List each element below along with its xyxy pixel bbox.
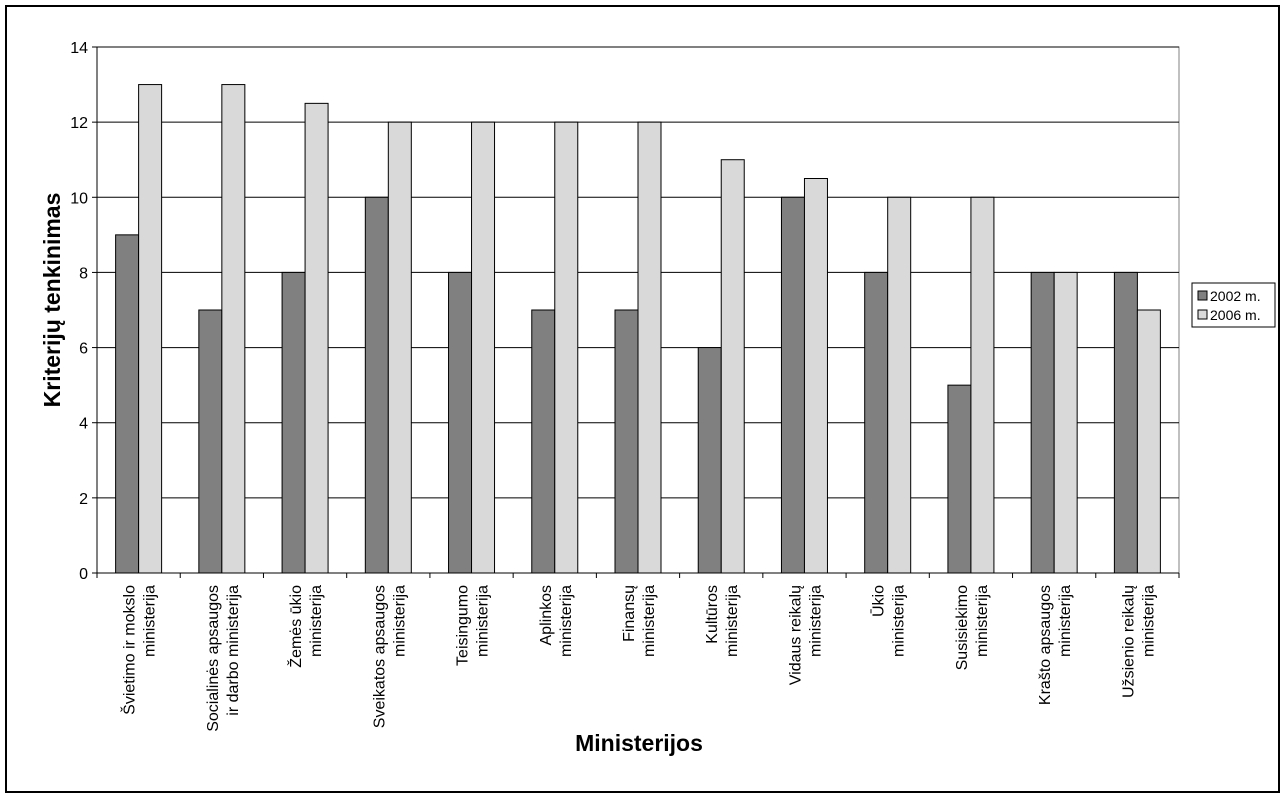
y-tick-label: 8 bbox=[79, 265, 88, 282]
bar-series1 bbox=[198, 309, 223, 574]
bar-series1 bbox=[1113, 271, 1138, 574]
x-category-label: ministerija bbox=[475, 585, 492, 657]
bar-series2 bbox=[387, 121, 412, 574]
x-category-label: ir darbo ministerija bbox=[225, 585, 242, 716]
bar-series2 bbox=[1136, 309, 1161, 574]
legend-box bbox=[1191, 282, 1276, 328]
x-category-label: ministerija bbox=[308, 585, 325, 657]
y-tick-labels: 0 2 4 6 8 10 12 14 bbox=[70, 40, 88, 583]
x-category-label: Susisiekimo bbox=[954, 585, 971, 670]
x-category-label: Finansų bbox=[621, 585, 638, 642]
x-category-label: ministerija bbox=[974, 585, 991, 657]
y-tick-label: 6 bbox=[79, 341, 88, 358]
x-category-label: ministerija bbox=[641, 585, 658, 657]
bar-series2 bbox=[304, 102, 329, 574]
y-tick-label: 2 bbox=[79, 491, 88, 508]
y-axis-title: Kriterijų tenkinimas bbox=[39, 193, 65, 408]
x-axis-title: Ministerijos bbox=[575, 730, 703, 756]
bar-series2 bbox=[221, 84, 246, 574]
x-category-label: Aplinkos bbox=[538, 585, 555, 645]
bar-series2 bbox=[970, 196, 995, 574]
y-tick-label: 4 bbox=[79, 416, 88, 433]
x-category-label: Ūkio bbox=[870, 585, 888, 617]
x-category-label: ministerija bbox=[1057, 585, 1074, 657]
legend-label: 2002 m. bbox=[1210, 288, 1261, 304]
y-tick-label: 0 bbox=[79, 566, 88, 583]
x-category-label: Teisingumo bbox=[455, 585, 472, 666]
bar-series1 bbox=[531, 309, 556, 574]
bar-series2 bbox=[471, 121, 496, 574]
axes bbox=[92, 46, 1180, 578]
bar-series1 bbox=[281, 271, 306, 574]
x-category-label: ministerija bbox=[724, 585, 741, 657]
x-category-label: ministerija bbox=[807, 585, 824, 657]
bar-series2 bbox=[803, 178, 828, 574]
bar-series1 bbox=[1030, 271, 1055, 574]
x-category-label: Švietimo ir mokslo bbox=[120, 585, 139, 715]
x-category-label: Žemės ūkio bbox=[286, 585, 305, 668]
bar-series2 bbox=[138, 84, 163, 574]
x-category-label: Socialinės apsaugos bbox=[205, 585, 222, 732]
bar-series1 bbox=[448, 271, 473, 574]
legend: 2002 m. 2006 m. bbox=[1191, 282, 1276, 328]
bar-series1 bbox=[115, 234, 140, 574]
bar-series2 bbox=[1053, 271, 1078, 574]
x-category-label: ministerija bbox=[891, 585, 908, 657]
bar-series1 bbox=[947, 384, 972, 574]
bar-series2 bbox=[887, 196, 912, 574]
legend-label: 2006 m. bbox=[1210, 307, 1261, 323]
bar-series1 bbox=[364, 196, 389, 574]
legend-swatch bbox=[1197, 290, 1208, 301]
x-category-labels: Švietimo ir mokslo ministerija Socialinės … bbox=[120, 585, 1158, 732]
x-category-label: Užsienio reikalų bbox=[1120, 585, 1137, 698]
x-category-label: ministerija bbox=[142, 585, 159, 657]
y-tick-label: 12 bbox=[70, 115, 88, 132]
y-tick-label: 10 bbox=[70, 190, 88, 207]
x-category-label: ministerija bbox=[1140, 585, 1157, 657]
x-category-label: Kultūros bbox=[704, 585, 721, 644]
x-category-label: ministerija bbox=[558, 585, 575, 657]
bars bbox=[115, 84, 1161, 574]
x-category-label: ministerija bbox=[391, 585, 408, 657]
legend-swatch bbox=[1197, 309, 1208, 320]
chart-frame: 0 2 4 6 8 10 12 14 Švietimo ir mokslo ministerij… bbox=[5, 5, 1280, 793]
x-category-label: Vidaus reikalų bbox=[787, 585, 804, 685]
bar-series1 bbox=[697, 347, 722, 574]
bar-series2 bbox=[637, 121, 662, 574]
bar-series2 bbox=[720, 159, 745, 574]
bar-series1 bbox=[614, 309, 639, 574]
x-category-label: Krašto apsaugos bbox=[1037, 585, 1054, 705]
bar-series1 bbox=[864, 271, 889, 574]
bar-series2 bbox=[554, 121, 579, 574]
bar-series1 bbox=[780, 196, 805, 574]
y-tick-label: 14 bbox=[70, 40, 88, 57]
x-category-label: Sveikatos apsaugos bbox=[371, 585, 388, 728]
